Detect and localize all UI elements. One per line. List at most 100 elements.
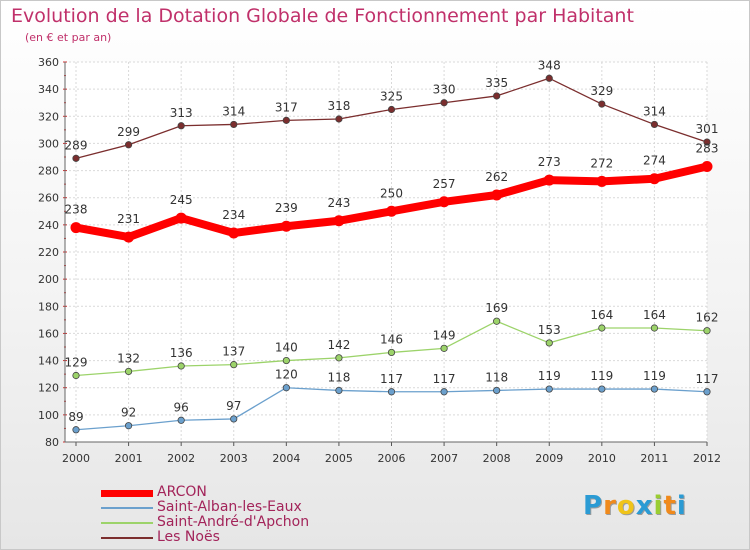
y-tick-label: 200	[38, 273, 59, 286]
logo-letter: P	[583, 491, 604, 521]
logo-letter: x	[635, 491, 654, 521]
x-tick-label: 2003	[220, 452, 248, 465]
data-point	[545, 339, 553, 347]
data-point	[387, 388, 396, 396]
data-point	[703, 138, 711, 146]
data-label: 92	[121, 406, 136, 420]
y-tick-label: 180	[38, 300, 59, 313]
data-label: 257	[433, 177, 456, 191]
data-point	[70, 222, 82, 234]
x-tick-label: 2004	[272, 452, 300, 465]
y-tick-label: 240	[38, 219, 59, 232]
data-label: 153	[538, 323, 561, 337]
data-label: 314	[643, 104, 666, 118]
data-point	[650, 324, 659, 332]
data-point	[230, 361, 238, 369]
data-label: 146	[380, 332, 403, 346]
data-label: 301	[696, 122, 719, 136]
data-point	[175, 212, 187, 224]
data-point	[333, 215, 345, 227]
y-tick-label: 340	[38, 83, 59, 96]
data-label: 164	[643, 308, 666, 322]
data-label: 250	[380, 186, 403, 200]
data-label: 289	[65, 138, 88, 152]
x-tick-label: 2005	[325, 452, 353, 465]
legend-swatch	[101, 537, 153, 539]
data-point	[596, 175, 608, 187]
legend-swatch	[101, 490, 153, 497]
data-point	[387, 348, 396, 357]
data-point	[701, 161, 713, 172]
data-point	[282, 116, 290, 124]
x-tick-label: 2001	[115, 452, 143, 465]
logo-letter: i	[653, 491, 664, 521]
data-label: 274	[643, 154, 666, 168]
data-point	[440, 344, 448, 352]
data-label: 239	[275, 201, 298, 215]
data-point	[650, 385, 659, 393]
data-point	[124, 367, 133, 376]
data-point	[72, 371, 80, 380]
data-point	[545, 74, 553, 82]
y-tick-label: 300	[38, 137, 59, 150]
data-label: 335	[485, 76, 508, 90]
data-label: 149	[433, 328, 456, 342]
data-label: 317	[275, 100, 298, 114]
data-point	[598, 324, 606, 332]
x-tick-label: 2007	[430, 452, 458, 465]
y-tick-label: 120	[38, 382, 59, 395]
data-label: 97	[226, 399, 241, 413]
data-point	[335, 354, 343, 362]
data-label: 299	[117, 125, 140, 139]
data-point	[282, 384, 290, 392]
data-label: 238	[65, 203, 88, 217]
y-tick-label: 100	[38, 409, 59, 422]
data-point	[230, 415, 238, 423]
y-tick-label: 320	[38, 110, 59, 123]
chart-subtitle: (en € et par an)	[25, 31, 112, 44]
data-label: 117	[380, 372, 403, 386]
data-point	[335, 386, 343, 395]
data-point	[72, 154, 80, 162]
data-point	[282, 356, 290, 365]
x-tick-label: 2002	[167, 452, 195, 465]
y-tick-label: 260	[38, 192, 59, 205]
data-point	[438, 196, 450, 208]
data-label: 118	[485, 370, 508, 384]
data-point	[703, 327, 711, 335]
data-label: 119	[590, 369, 613, 383]
data-label: 313	[170, 106, 193, 120]
data-point	[387, 105, 396, 114]
legend-label: Saint-Alban-les-Eaux	[157, 499, 302, 515]
data-point	[491, 189, 503, 201]
data-point	[650, 120, 659, 129]
data-label: 140	[275, 341, 298, 355]
x-tick-label: 2008	[483, 452, 511, 465]
x-tick-label: 2011	[640, 452, 668, 465]
data-label: 119	[538, 369, 561, 383]
x-tick-label: 2010	[588, 452, 616, 465]
data-point	[177, 122, 185, 130]
data-label: 283	[696, 142, 719, 156]
data-point	[440, 388, 448, 396]
x-tick-label: 2000	[62, 452, 90, 465]
data-label: 162	[696, 311, 719, 325]
data-point	[123, 231, 135, 243]
x-tick-label: 2012	[693, 452, 721, 465]
data-label: 272	[590, 156, 613, 170]
data-label: 132	[117, 351, 140, 365]
data-point	[177, 362, 185, 370]
data-point	[177, 416, 185, 424]
legend-label: Les Noës	[157, 529, 220, 545]
data-label: 137	[222, 345, 245, 359]
y-tick-label: 160	[38, 327, 59, 340]
data-label: 164	[590, 308, 613, 322]
y-tick-label: 280	[38, 165, 59, 178]
data-label: 129	[65, 356, 88, 370]
data-label: 234	[222, 208, 245, 222]
data-label: 231	[117, 212, 140, 226]
legend-label: ARCON	[157, 484, 207, 500]
data-label: 330	[433, 83, 456, 97]
